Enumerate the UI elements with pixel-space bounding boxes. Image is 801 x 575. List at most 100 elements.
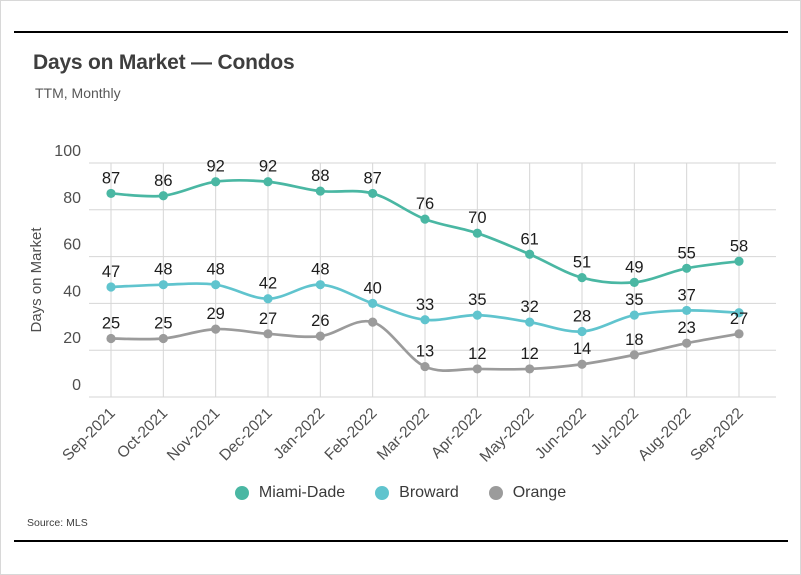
data-point-orange xyxy=(682,338,692,348)
top-rule xyxy=(14,31,788,33)
data-label-orange: 25 xyxy=(102,315,120,333)
chart-legend: Miami-Dade Broward Orange xyxy=(1,484,800,502)
chart-title: Days on Market — Condos xyxy=(33,51,295,74)
data-point-miami-dade xyxy=(472,228,482,238)
x-tick-label: Jun-2022 xyxy=(532,405,590,463)
y-tick-label: 40 xyxy=(63,283,81,300)
data-point-broward xyxy=(472,310,482,320)
data-label-orange: 26 xyxy=(311,312,329,330)
data-label-miami-dade: 92 xyxy=(206,158,224,176)
data-label-orange: 25 xyxy=(154,315,172,333)
data-point-orange xyxy=(211,324,221,334)
data-label-orange: 27 xyxy=(259,310,277,328)
data-label-broward: 35 xyxy=(468,291,486,309)
data-label-broward: 40 xyxy=(363,279,381,297)
data-label-miami-dade: 87 xyxy=(363,169,381,187)
data-point-orange xyxy=(315,331,325,341)
data-point-broward xyxy=(525,317,535,327)
legend-label-miami-dade: Miami-Dade xyxy=(258,484,346,501)
data-point-orange xyxy=(158,333,168,344)
x-tick-label: Jul-2022 xyxy=(588,405,642,459)
data-label-orange: 27 xyxy=(730,310,748,328)
data-label-broward: 33 xyxy=(416,296,434,314)
data-point-miami-dade xyxy=(682,263,692,273)
data-point-orange xyxy=(577,359,587,369)
data-point-orange xyxy=(734,329,744,339)
data-point-miami-dade xyxy=(158,191,168,201)
chart-subtitle: TTM, Monthly xyxy=(35,85,121,101)
data-point-miami-dade xyxy=(629,277,639,287)
data-point-broward xyxy=(263,294,273,304)
data-label-orange: 29 xyxy=(206,305,224,323)
data-point-miami-dade xyxy=(525,249,535,259)
legend-item-miami-dade: Miami-Dade xyxy=(234,484,346,502)
data-label-broward: 37 xyxy=(677,286,695,304)
data-label-broward: 35 xyxy=(625,291,643,309)
data-label-miami-dade: 88 xyxy=(311,167,329,185)
data-label-miami-dade: 51 xyxy=(573,254,591,272)
legend-item-broward: Broward xyxy=(375,484,459,502)
data-point-broward xyxy=(211,280,221,290)
data-label-broward: 47 xyxy=(102,263,120,281)
data-label-miami-dade: 76 xyxy=(416,195,434,213)
x-tick-label: Sep-2022 xyxy=(687,405,747,465)
data-point-orange xyxy=(525,364,535,374)
data-point-miami-dade xyxy=(263,177,273,187)
data-point-miami-dade xyxy=(211,177,221,187)
data-label-orange: 14 xyxy=(573,340,591,358)
data-label-broward: 32 xyxy=(520,298,538,316)
data-point-broward xyxy=(577,326,587,337)
legend-dot-broward xyxy=(375,486,390,500)
data-label-broward: 28 xyxy=(573,307,591,325)
data-label-miami-dade: 92 xyxy=(259,158,277,176)
bottom-rule xyxy=(14,540,788,542)
x-tick-label: Nov-2021 xyxy=(164,405,224,465)
x-tick-label: Feb-2022 xyxy=(322,405,381,464)
data-label-miami-dade: 86 xyxy=(154,172,172,190)
x-tick-label: Jan-2022 xyxy=(270,405,328,463)
data-label-orange: 23 xyxy=(677,319,695,337)
x-tick-label: Oct-2021 xyxy=(114,405,171,462)
x-tick-label: May-2022 xyxy=(477,405,538,466)
data-point-miami-dade xyxy=(734,256,744,266)
data-point-broward xyxy=(682,305,692,316)
legend-dot-orange xyxy=(488,486,503,500)
legend-dot-miami-dade xyxy=(234,486,249,500)
data-point-broward xyxy=(420,315,430,325)
legend-item-orange: Orange xyxy=(488,484,566,502)
data-point-miami-dade xyxy=(368,188,378,199)
y-axis-title: Days on Market xyxy=(28,227,45,333)
x-tick-label: Mar-2022 xyxy=(374,405,433,464)
data-point-orange xyxy=(106,333,116,344)
y-tick-label: 0 xyxy=(72,377,81,394)
data-label-orange: 18 xyxy=(625,331,643,349)
x-tick-label: Sep-2021 xyxy=(59,405,119,465)
data-label-miami-dade: 49 xyxy=(625,258,643,276)
data-point-orange xyxy=(472,364,482,374)
y-tick-label: 60 xyxy=(63,237,81,254)
legend-label-broward: Broward xyxy=(399,484,459,501)
data-label-broward: 48 xyxy=(206,261,224,279)
data-label-miami-dade: 87 xyxy=(102,169,120,187)
data-label-orange: 13 xyxy=(416,343,434,361)
data-label-miami-dade: 58 xyxy=(730,237,748,255)
data-point-miami-dade xyxy=(420,214,430,224)
data-point-broward xyxy=(734,308,744,318)
data-point-miami-dade xyxy=(577,273,587,283)
y-tick-label: 80 xyxy=(63,190,81,207)
y-tick-label: 20 xyxy=(63,330,81,347)
source-note: Source: MLS xyxy=(27,517,88,529)
data-point-broward xyxy=(368,298,378,308)
data-point-broward xyxy=(629,310,639,320)
data-label-orange: 12 xyxy=(520,345,538,363)
data-point-orange xyxy=(263,329,273,339)
data-point-orange xyxy=(420,361,430,372)
data-point-broward xyxy=(158,280,168,290)
data-label-miami-dade: 70 xyxy=(468,209,486,227)
y-tick-label: 100 xyxy=(54,143,81,160)
line-chart: 0 20 40 60 80 100 Days on Market Sep-2021Oct-20… xyxy=(28,143,776,466)
x-tick-label: Dec-2021 xyxy=(216,405,276,465)
data-label-miami-dade: 61 xyxy=(520,230,538,248)
x-tick-label: Aug-2022 xyxy=(635,405,695,465)
